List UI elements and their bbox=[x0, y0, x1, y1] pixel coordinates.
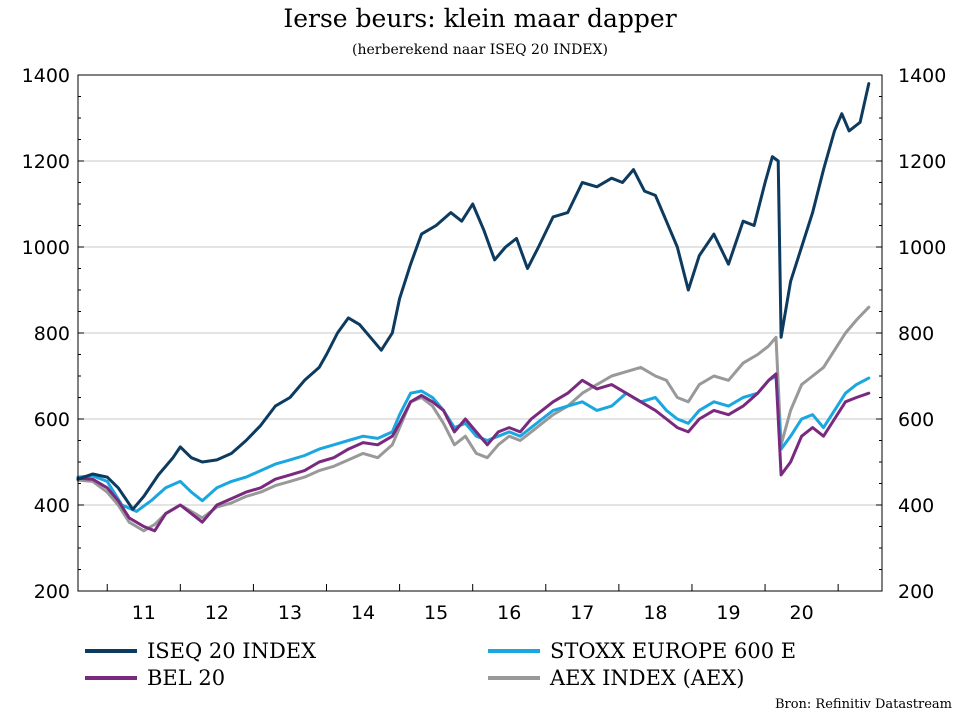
legend-label-bel-20: BEL 20 bbox=[147, 666, 225, 690]
x-tick-label-12: 12 bbox=[205, 602, 229, 624]
y-tick-label-right: 800 bbox=[898, 323, 934, 345]
legend: ISEQ 20 INDEX BEL 20 STOXX EUROPE 600 E AEX… bbox=[85, 639, 796, 690]
y-tick-label-left: 1400 bbox=[22, 65, 70, 87]
x-tick-label-14: 14 bbox=[351, 602, 375, 624]
y-tick-label-right: 600 bbox=[898, 409, 934, 431]
gridlines bbox=[78, 74, 882, 506]
legend-label-iseq-20-index: ISEQ 20 INDEX bbox=[147, 639, 316, 663]
x-tick-label-19: 19 bbox=[716, 602, 740, 624]
x-tick-label-13: 13 bbox=[278, 602, 302, 624]
series-line-stoxx-europe-600-e bbox=[76, 374, 871, 513]
series-lines bbox=[76, 82, 871, 533]
x-tick-label-18: 18 bbox=[643, 602, 667, 624]
y-tick-label-right: 1200 bbox=[898, 151, 946, 173]
x-tick-label-15: 15 bbox=[424, 602, 448, 624]
y-tick-label-left: 600 bbox=[34, 409, 70, 431]
x-tick-label-20: 20 bbox=[790, 602, 814, 624]
y-tick-label-left: 400 bbox=[34, 495, 70, 517]
y-tick-label-left: 1200 bbox=[22, 151, 70, 173]
x-tick-label-16: 16 bbox=[497, 602, 521, 624]
x-tick-label-11: 11 bbox=[132, 602, 156, 624]
axes: 200 200 400 400 600 600 800 800 1000 1000 1200 1200… bbox=[22, 65, 947, 624]
y-tick-label-right: 1000 bbox=[898, 237, 946, 259]
legend-label-stoxx-europe-600-e: STOXX EUROPE 600 E bbox=[550, 639, 796, 663]
series-line-bel-20 bbox=[76, 372, 871, 533]
legend-label-aex-index-aex: AEX INDEX (AEX) bbox=[549, 666, 744, 690]
chart-subtitle: (herberekend naar ISEQ 20 INDEX) bbox=[352, 42, 608, 58]
y-tick-label-left: 800 bbox=[34, 323, 70, 345]
source-note: Bron: Refinitiv Datastream bbox=[774, 697, 952, 712]
y-tick-label-left: 200 bbox=[34, 581, 70, 603]
x-tick-label-17: 17 bbox=[570, 602, 594, 624]
y-tick-label-left: 1000 bbox=[22, 237, 70, 259]
y-tick-label-right: 200 bbox=[898, 581, 934, 603]
y-tick-label-right: 400 bbox=[898, 495, 934, 517]
y-tick-label-right: 1400 bbox=[898, 65, 946, 87]
series-line-iseq-20-index bbox=[76, 82, 871, 511]
chart-title: Ierse beurs: klein maar dapper bbox=[283, 4, 677, 33]
